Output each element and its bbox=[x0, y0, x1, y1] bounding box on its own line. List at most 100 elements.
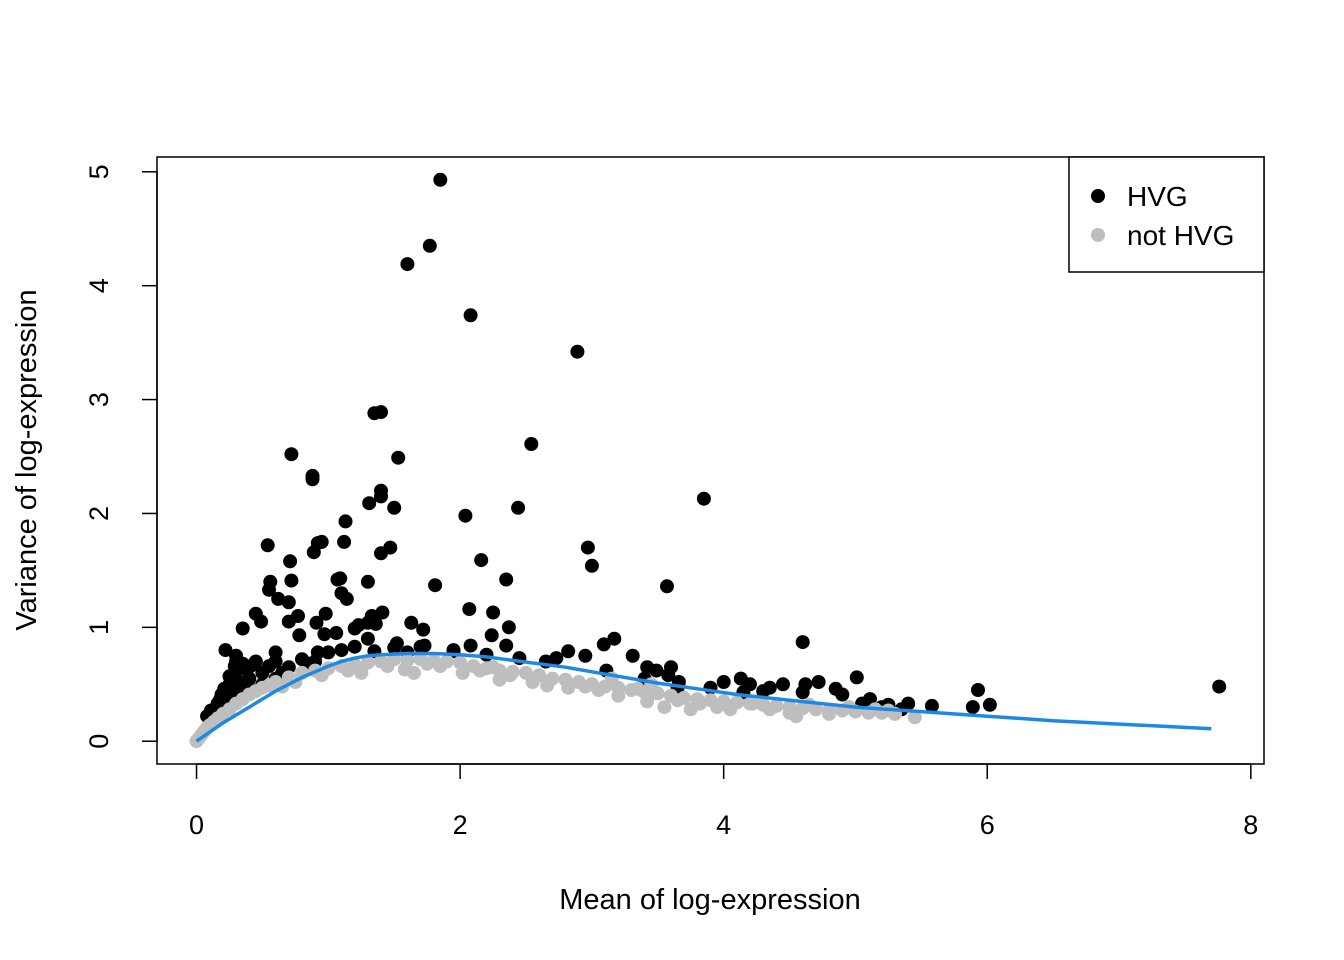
hvg-point bbox=[795, 635, 810, 650]
hvg-point bbox=[338, 514, 353, 529]
x-axis: 0 2 4 6 8 bbox=[189, 763, 1258, 840]
hvg-point bbox=[756, 684, 771, 699]
hvg-point bbox=[281, 614, 296, 629]
hvg-point bbox=[262, 582, 276, 597]
hvg-point bbox=[849, 670, 864, 685]
hvg-point bbox=[391, 450, 406, 465]
hvg-point bbox=[625, 648, 640, 663]
hvg-point bbox=[387, 640, 402, 655]
not-hvg-point bbox=[693, 696, 707, 711]
hvg-point bbox=[422, 238, 437, 253]
not-hvg-point bbox=[420, 656, 435, 671]
hvg-point bbox=[463, 638, 478, 653]
not-hvg-point bbox=[360, 655, 375, 670]
hvg-point bbox=[305, 472, 320, 487]
hvg-point bbox=[511, 500, 526, 515]
hvg-point bbox=[360, 631, 375, 646]
hvg-point bbox=[374, 405, 388, 420]
not-hvg-point bbox=[503, 668, 518, 683]
hvg-point bbox=[375, 605, 390, 620]
hvg-point bbox=[486, 605, 501, 620]
hvg-point bbox=[416, 622, 431, 637]
hvg-point bbox=[433, 172, 448, 187]
hvg-point bbox=[292, 628, 307, 643]
hvg-point bbox=[776, 677, 790, 692]
hvg-point bbox=[501, 620, 516, 635]
fitted-trend bbox=[195, 651, 1212, 743]
hvg-point bbox=[330, 572, 345, 587]
not-hvg-point bbox=[380, 659, 395, 674]
hvg-point bbox=[260, 538, 275, 553]
hvg-point bbox=[924, 698, 939, 713]
hvg-point bbox=[570, 344, 585, 359]
hvg-point bbox=[716, 675, 731, 689]
hvg-point bbox=[580, 540, 595, 555]
hvg-point bbox=[339, 591, 354, 606]
hvg-point bbox=[965, 700, 980, 715]
hvg-point bbox=[281, 595, 296, 610]
hvg-point bbox=[835, 687, 850, 702]
not-hvg-point bbox=[670, 693, 685, 708]
y-axis-title: Variance of log-expression bbox=[11, 289, 43, 630]
hvg-point bbox=[479, 647, 494, 662]
hvg-point bbox=[329, 626, 344, 640]
hvg-point bbox=[374, 546, 388, 561]
hvg-point bbox=[368, 616, 383, 631]
y-tick-label: 3 bbox=[84, 392, 114, 407]
not-hvg-point bbox=[525, 675, 540, 689]
hvg-point bbox=[484, 628, 499, 643]
hvg-point bbox=[306, 545, 321, 560]
legend-marker-not-hvg bbox=[1091, 228, 1105, 242]
y-tick-label: 0 bbox=[84, 734, 114, 749]
hvg-point bbox=[499, 638, 514, 653]
not-hvg-point bbox=[472, 663, 487, 678]
hvg-point bbox=[649, 663, 664, 678]
hvg-point bbox=[347, 621, 362, 636]
y-tick-label: 1 bbox=[84, 620, 114, 635]
hvg-point bbox=[271, 591, 286, 606]
not-hvg-point bbox=[802, 697, 817, 712]
hvg-point bbox=[400, 257, 415, 272]
hvg-point bbox=[218, 643, 233, 658]
hvg-point bbox=[696, 491, 711, 506]
not-hvg-point bbox=[762, 702, 777, 717]
y-tick-label: 4 bbox=[84, 278, 114, 293]
not-hvg-point bbox=[561, 680, 576, 695]
x-tick-label: 6 bbox=[980, 810, 995, 840]
hvg-point bbox=[334, 643, 349, 658]
hvg-point bbox=[413, 639, 428, 654]
not-hvg-point bbox=[745, 696, 760, 711]
hvg-point bbox=[317, 627, 332, 642]
not-hvg-point bbox=[341, 663, 356, 678]
not-hvg-point bbox=[710, 700, 725, 715]
hvg-point bbox=[309, 615, 324, 630]
hvg-point bbox=[387, 500, 402, 515]
legend-marker-hvg bbox=[1091, 189, 1105, 203]
hvg-point bbox=[499, 572, 514, 587]
trend-line bbox=[195, 651, 1212, 743]
hvg-point bbox=[321, 645, 336, 660]
hvg-point bbox=[284, 573, 299, 588]
hvg-point bbox=[474, 553, 489, 568]
hvg-point bbox=[607, 631, 622, 646]
not-hvg-point bbox=[611, 688, 626, 703]
hvg-point bbox=[982, 697, 997, 712]
hvg-point bbox=[584, 558, 599, 573]
x-axis-title: Mean of log-expression bbox=[559, 884, 860, 916]
not-hvg-point bbox=[591, 683, 606, 697]
hvg-point bbox=[561, 644, 576, 659]
hvg-point bbox=[254, 614, 269, 629]
hvg-point bbox=[284, 447, 299, 462]
hvg-point bbox=[318, 606, 333, 621]
x-tick-label: 4 bbox=[716, 810, 731, 840]
not-hvg-point bbox=[822, 706, 837, 721]
not-hvg-point bbox=[354, 665, 369, 680]
not-hvg-point bbox=[407, 665, 421, 680]
hvg-point bbox=[811, 675, 826, 689]
legend-box bbox=[1068, 156, 1265, 273]
x-tick-label: 2 bbox=[453, 810, 468, 840]
not-hvg-point bbox=[492, 672, 507, 687]
hvg-point bbox=[374, 489, 388, 504]
hvg-point bbox=[549, 651, 564, 666]
hvg-point bbox=[283, 554, 298, 569]
